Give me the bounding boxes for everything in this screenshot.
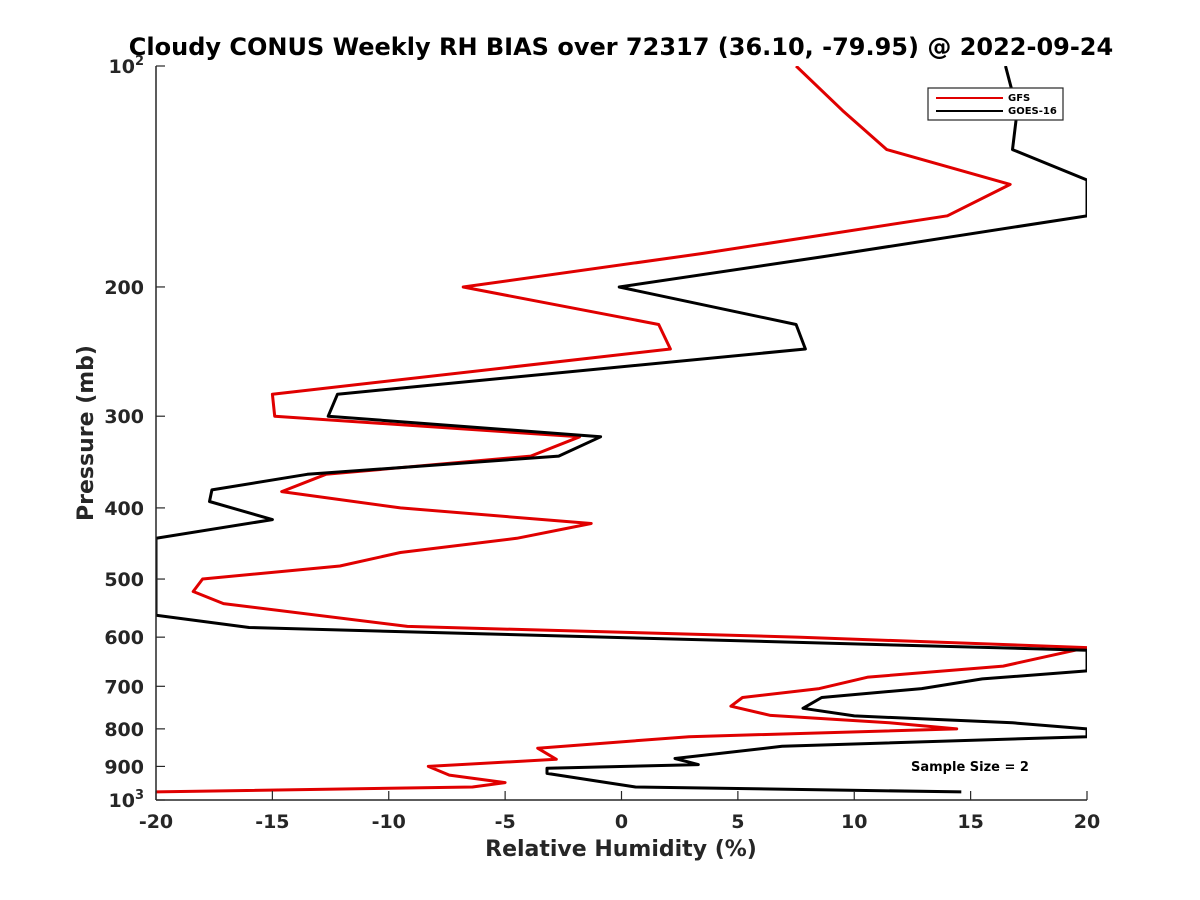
x-tick-label: -15 bbox=[255, 811, 289, 833]
x-tick-label: 15 bbox=[957, 811, 983, 833]
sample-size-annotation: Sample Size = 2 bbox=[911, 760, 1029, 775]
y-axis-label: Pressure (mb) bbox=[74, 345, 99, 521]
legend-label-goes16: GOES-16 bbox=[1008, 106, 1057, 117]
y-tick-label: 400 bbox=[104, 498, 144, 520]
chart-title: Cloudy CONUS Weekly RH BIAS over 72317 (… bbox=[129, 33, 1113, 61]
y-tick-label: 500 bbox=[104, 569, 144, 591]
y-tick-label: 900 bbox=[104, 756, 144, 778]
x-tick-label: -10 bbox=[372, 811, 406, 833]
x-tick-label: 0 bbox=[615, 811, 628, 833]
series-line-gfs bbox=[156, 66, 1087, 794]
plot-area: -20 -15 -10 -5 0 5 10 15 20 200 300 400 500 600 700 80… bbox=[104, 54, 1100, 833]
x-tick-label: -20 bbox=[139, 811, 173, 833]
y-tick-label: 200 bbox=[104, 277, 144, 299]
y-tick-label: 800 bbox=[104, 719, 144, 741]
x-tick-label: 5 bbox=[731, 811, 744, 833]
series-line-goes16 bbox=[156, 66, 1087, 794]
y-tick-label: 103 bbox=[109, 788, 145, 812]
legend-label-gfs: GFS bbox=[1008, 93, 1030, 104]
y-tick-label: 600 bbox=[104, 627, 144, 649]
x-tick-label: 10 bbox=[841, 811, 867, 833]
x-tick-label: 20 bbox=[1074, 811, 1100, 833]
y-tick-label: 300 bbox=[104, 406, 144, 428]
legend: GFS GOES-16 bbox=[927, 87, 1064, 121]
legend-box bbox=[927, 87, 1064, 121]
y-tick-label: 700 bbox=[104, 676, 144, 698]
x-axis-label: Relative Humidity (%) bbox=[485, 837, 757, 862]
y-tick-label: 102 bbox=[109, 54, 145, 78]
x-tick-label: -5 bbox=[495, 811, 516, 833]
